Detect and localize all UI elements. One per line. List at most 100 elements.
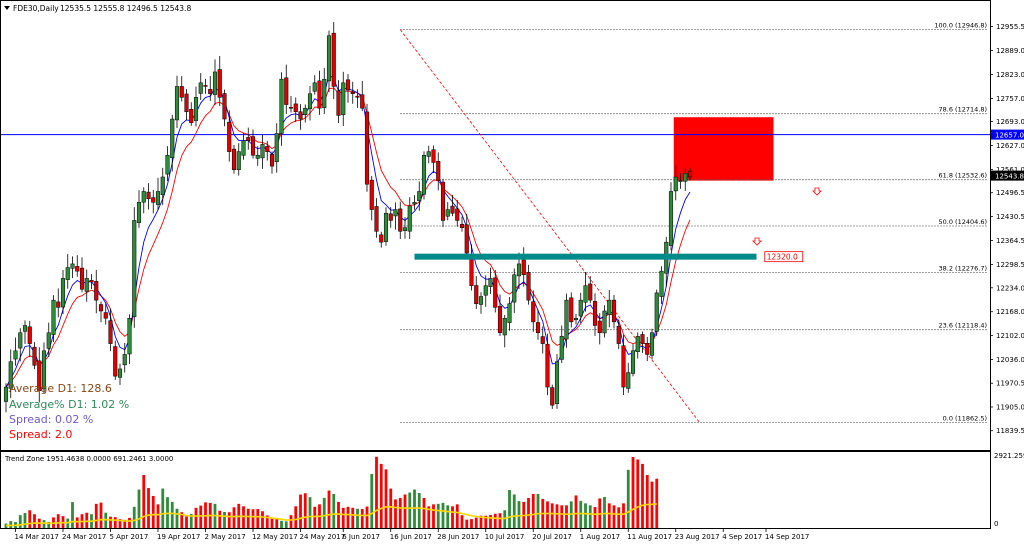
candle (184, 88, 189, 121)
candle (255, 146, 260, 166)
candle (298, 104, 303, 130)
trend-zone-bar (123, 519, 127, 528)
candle (407, 197, 412, 240)
trend-zone-bar (555, 504, 559, 528)
candle-body-bull (279, 78, 284, 134)
trend-zone-bar (261, 511, 264, 528)
candle (312, 75, 317, 95)
current-price-box (991, 170, 1024, 181)
candle-body-bear (227, 121, 232, 152)
candle-body-bear (526, 272, 531, 301)
candle-body-bull (8, 361, 13, 389)
candle-body-bull (412, 202, 417, 205)
price-tick-label: 12757.0 (996, 95, 1024, 103)
candle (592, 293, 598, 336)
candle (431, 145, 436, 174)
trend-zone-bar (455, 504, 459, 528)
candle (502, 314, 507, 348)
candle-body-bear (469, 256, 474, 286)
candle (493, 270, 498, 313)
candle (27, 320, 32, 358)
candle (445, 202, 450, 221)
trend-zone-bar (218, 510, 222, 528)
trend-zone-bar (175, 508, 179, 528)
candle (569, 292, 574, 328)
candle (583, 272, 588, 312)
candle-body-bear (269, 154, 275, 167)
candle (212, 59, 218, 106)
candle (317, 70, 322, 115)
candle (265, 140, 270, 161)
candle (602, 305, 607, 338)
trend-zone-bar (251, 509, 255, 528)
candle (564, 293, 569, 348)
candle-body-bull (170, 118, 175, 158)
candle (383, 207, 389, 246)
candle-body-bull (212, 71, 218, 95)
candle (165, 146, 170, 181)
candle-body-bear (151, 197, 156, 203)
date-tick-label: 20 Jul 2017 (532, 533, 572, 541)
date-tick-label: 16 Jun 2017 (390, 533, 432, 541)
trend-zone-bar (313, 506, 317, 528)
candle-body-bear (32, 346, 37, 366)
trend-zone-bar (99, 502, 103, 528)
date-tick-label: 23 Aug 2017 (675, 533, 720, 541)
candle-body-bull (117, 368, 123, 378)
sell-arrow-icon (812, 187, 822, 196)
candle (331, 22, 336, 100)
trend-zone-bar (56, 514, 60, 528)
hline-price-label: 12657.0 (995, 132, 1024, 140)
price-tick-label: 12955.5 (996, 23, 1024, 31)
candle (374, 198, 379, 238)
trend-zone-bar (536, 493, 540, 528)
candle (32, 342, 37, 370)
candle-body-bear (75, 266, 80, 272)
trend-zone-bar (493, 513, 497, 528)
candle-body-bull (564, 299, 569, 340)
trend-zone-bar (113, 517, 117, 528)
candle-body-bear (450, 205, 455, 214)
candle-body-bear (455, 208, 460, 221)
stat-spread: Spread: 2.0 (9, 428, 72, 441)
price-tick-label: 12823.0 (996, 71, 1024, 79)
candle-body-bear (336, 90, 341, 116)
candle-body-bull (274, 133, 279, 163)
trend-zone-bar (23, 512, 27, 528)
candle-body-bear (89, 280, 94, 283)
candle-body-bear (79, 267, 85, 290)
date-tick-label: 2 May 2017 (205, 533, 246, 541)
dropdown-triangle-icon[interactable] (4, 6, 10, 10)
trend-zone-bar (322, 497, 326, 528)
candle (3, 383, 9, 413)
price-tick-label: 12102.0 (996, 332, 1024, 340)
trend-zone-bar (546, 501, 549, 528)
candle (293, 97, 298, 123)
candle-body-bull (122, 354, 127, 366)
fib-level-label: 38.2 (12276.7) (939, 264, 988, 272)
candle (46, 322, 51, 357)
candle-body-bear (440, 181, 446, 221)
trend-zone-bar (142, 475, 146, 528)
candle (18, 328, 23, 362)
trend-zone-bar (512, 494, 516, 528)
candle (393, 202, 398, 230)
trend-zone-bar (18, 515, 22, 528)
trend-zone-bar (408, 492, 412, 528)
candle-body-bull (260, 144, 265, 159)
price-tick-label: 12627.0 (996, 142, 1024, 150)
candle-body-bear (293, 103, 298, 113)
trend-zone-bar (527, 497, 530, 528)
price-tick-label: 11839.5 (996, 427, 1024, 435)
candle (193, 86, 199, 127)
trend-zone-bar (270, 517, 274, 528)
candle-body-bull (673, 176, 678, 192)
candle (241, 133, 246, 160)
trend-zone-bar (137, 489, 141, 528)
trend-zone-bar (365, 506, 369, 528)
candle (341, 71, 346, 126)
candle-body-bull (307, 93, 313, 110)
candle-body-bull (46, 332, 51, 349)
candle (217, 55, 222, 107)
